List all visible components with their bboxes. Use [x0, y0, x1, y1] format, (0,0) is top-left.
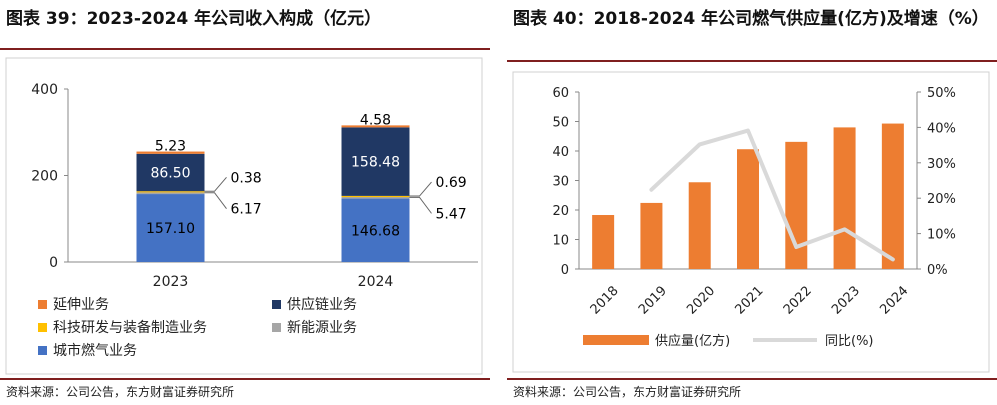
left-leader-line	[204, 176, 227, 192]
left-legend-swatch	[272, 300, 281, 309]
left-y-tick-label: 0	[49, 255, 58, 271]
left-leader-line	[409, 196, 432, 214]
left-bar-segment	[136, 191, 205, 195]
left-bar-segment	[341, 198, 410, 262]
left-data-label: 6.17	[231, 202, 262, 218]
left-legend-swatch	[38, 323, 47, 332]
left-title-rule	[0, 48, 490, 50]
right-left-tick-label: 10	[552, 234, 569, 249]
left-legend-swatch	[38, 300, 47, 309]
left-chart-frame	[5, 57, 483, 375]
right-x-tick-label: 2023	[829, 284, 863, 318]
right-right-tick-label: 40%	[927, 121, 956, 136]
right-chart-panel: 图表 40：2018-2024 年公司燃气供应量(亿方)及增速（%） 0 10 20…	[507, 0, 997, 405]
right-right-tick-label: 30%	[927, 157, 956, 172]
right-supply-bar	[881, 123, 904, 269]
left-x-tick-label: 2024	[358, 274, 394, 290]
right-legend-label-yoy: 同比(%)	[825, 334, 874, 349]
right-chart-frame	[512, 71, 990, 373]
right-x-tick-label: 2024	[877, 284, 911, 318]
left-legend-swatch	[38, 346, 47, 355]
right-supply-bar	[688, 182, 711, 269]
left-leader-line	[409, 181, 432, 197]
left-bar-segment	[341, 196, 410, 199]
right-supply-bar	[785, 141, 808, 269]
left-data-label: 4.58	[360, 112, 391, 128]
left-legend-label: 科技研发与装备制造业务	[53, 319, 207, 336]
left-data-label: 157.10	[146, 221, 195, 237]
right-title-rule	[507, 60, 997, 62]
right-yoy-line	[649, 128, 895, 262]
left-y-tick-label: 400	[31, 82, 58, 98]
right-supply-bar	[737, 149, 759, 269]
right-x-tick-label: 2019	[636, 284, 670, 318]
left-data-label: 0.69	[436, 175, 467, 191]
left-legend-label: 城市燃气业务	[53, 342, 137, 359]
left-stacked-bar-chart: 0 200 400 2023 157.10 6.17 0.38 86.50 5.23 2024 14…	[5, 57, 483, 375]
left-y-tick-label: 200	[31, 169, 58, 185]
left-data-label: 5.23	[155, 139, 186, 155]
right-right-tick-label: 10%	[927, 228, 956, 243]
right-x-tick-label: 2021	[733, 284, 767, 318]
left-data-label: 86.50	[150, 166, 190, 182]
right-x-tick-label: 2018	[588, 284, 622, 318]
left-legend-label: 供应链业务	[287, 296, 357, 313]
right-chart-title: 图表 40：2018-2024 年公司燃气供应量(亿方)及增速（%）	[513, 9, 989, 29]
right-combo-chart: 0 10 20 30 40 50 60 0% 10% 20% 30% 40% 50% 2018 2019 20…	[512, 71, 990, 373]
right-supply-bar	[592, 215, 615, 269]
right-source-note: 资料来源：公司公告，东方财富证券研究所	[513, 385, 742, 399]
right-x-tick-label: 2020	[684, 284, 718, 318]
left-bar-segment	[341, 127, 410, 196]
left-leader-line	[204, 192, 227, 210]
right-right-tick-label: 50%	[927, 86, 956, 101]
left-bar-segment	[341, 125, 410, 128]
right-left-tick-label: 0	[561, 263, 569, 278]
left-legend-swatch	[272, 323, 281, 332]
left-data-label: 0.38	[231, 170, 262, 186]
left-bar-segment	[341, 195, 410, 198]
left-bar-segment	[136, 194, 205, 262]
right-supply-bar	[833, 127, 856, 270]
right-right-tick-label: 0%	[927, 263, 948, 278]
right-legend-swatch-supply	[583, 335, 649, 345]
right-left-tick-label: 20	[552, 204, 569, 219]
right-x-tick-label: 2022	[781, 284, 815, 318]
right-left-tick-label: 50	[552, 116, 569, 131]
left-source-note: 资料来源：公司公告，东方财富证券研究所	[6, 385, 235, 399]
left-x-tick-label: 2023	[153, 274, 189, 290]
right-left-tick-label: 60	[552, 86, 569, 101]
left-bar-segment	[136, 151, 205, 154]
right-right-tick-label: 20%	[927, 192, 956, 207]
right-left-tick-label: 30	[552, 175, 569, 190]
left-chart-panel: 图表 39：2023-2024 年公司收入构成（亿元） 0 200 400 2023 1…	[0, 0, 490, 405]
right-left-tick-label: 40	[552, 145, 569, 160]
right-bottom-rule	[507, 378, 997, 380]
left-bar-segment	[136, 153, 205, 192]
left-legend-label: 新能源业务	[287, 320, 357, 336]
left-bar-segment	[136, 191, 205, 193]
left-data-label: 146.68	[351, 223, 400, 239]
left-chart-title: 图表 39：2023-2024 年公司收入构成（亿元）	[6, 9, 382, 29]
left-data-label: 5.47	[436, 206, 467, 222]
right-supply-bar	[640, 202, 663, 269]
left-bottom-rule	[0, 378, 490, 380]
left-legend-label: 延伸业务	[53, 297, 109, 313]
right-legend-label-supply: 供应量(亿方)	[655, 333, 730, 349]
left-data-label: 158.48	[351, 155, 400, 171]
